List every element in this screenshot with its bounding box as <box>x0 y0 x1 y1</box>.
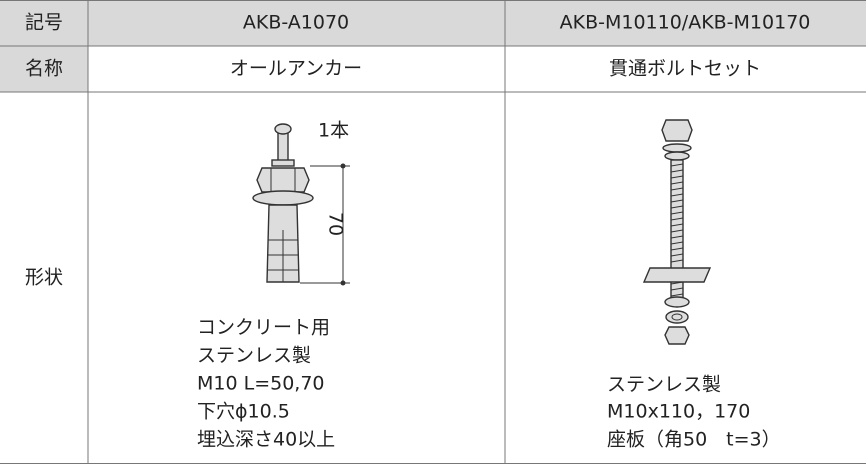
cell: オールアンカー <box>230 58 362 80</box>
cell: 形状 <box>25 267 63 289</box>
count-label: 1本 <box>318 120 349 142</box>
note: M10 L=50,70 <box>197 373 325 395</box>
cell: 記号 <box>25 12 63 34</box>
note: 座板（角50 t=3） <box>607 429 781 451</box>
note: 下穴ϕ10.5 <box>197 401 290 423</box>
cell: AKB-M10110/AKB-M10170 <box>560 12 811 34</box>
note: ステンレス製 <box>607 374 721 396</box>
bolt-illustration <box>642 119 712 345</box>
note: ステンレス製 <box>197 345 311 367</box>
note: 埋込深さ40以上 <box>197 429 335 451</box>
cell: 貫通ボルトセット <box>609 58 761 80</box>
anchor-illustration <box>252 123 350 286</box>
header-col-bg <box>0 46 88 92</box>
header-row-bg <box>0 0 866 46</box>
dimension-label: 70 <box>325 212 347 236</box>
note: M10x110，170 <box>607 401 750 423</box>
cell: AKB-A1070 <box>243 12 349 34</box>
note: コンクリート用 <box>197 317 330 339</box>
cell: 名称 <box>25 58 63 80</box>
